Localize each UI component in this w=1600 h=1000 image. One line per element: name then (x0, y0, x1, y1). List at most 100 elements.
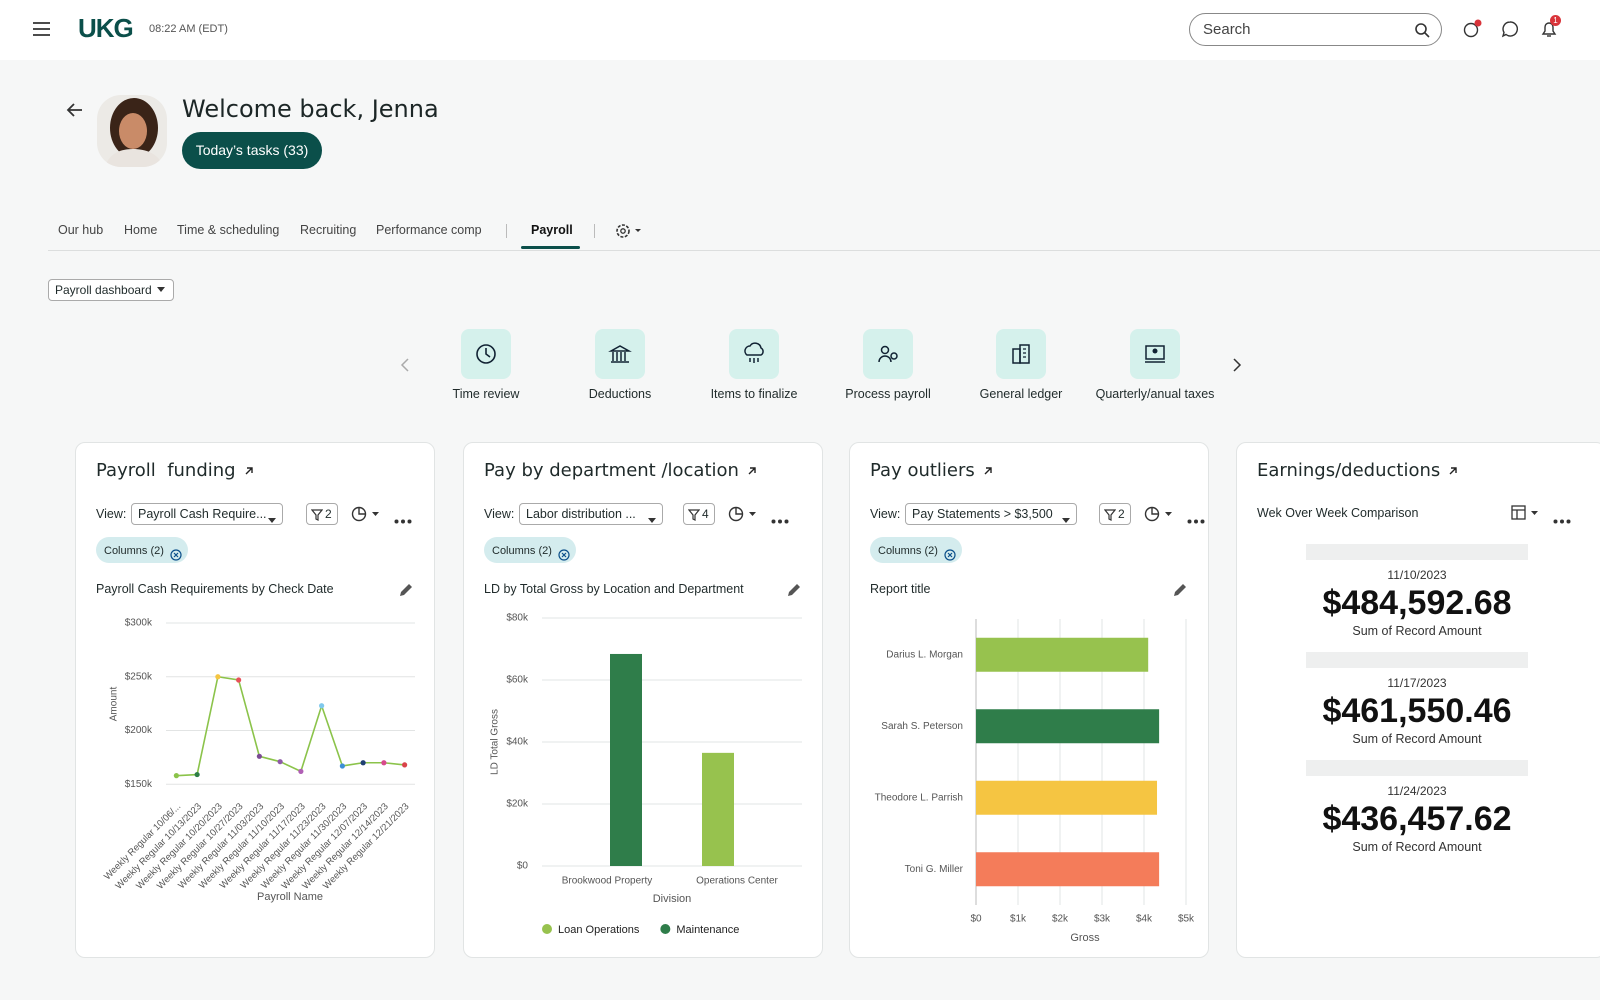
chip-remove-glyph (558, 549, 570, 561)
filter-button[interactable]: 4 (683, 503, 715, 525)
quick-action-icon[interactable] (595, 329, 645, 379)
view-select[interactable]: Labor distribution ... (519, 503, 663, 525)
table-icon[interactable] (1511, 505, 1541, 526)
help-icon[interactable] (1462, 18, 1484, 40)
card-header[interactable]: Earnings/deductions (1257, 460, 1458, 481)
nav-tab[interactable]: Recruiting (300, 223, 357, 237)
open-link-icon[interactable] (983, 466, 993, 476)
carousel-next[interactable] (1231, 358, 1243, 372)
entry-amount: $484,592.68 (1322, 584, 1512, 622)
quick-action-icon[interactable] (461, 329, 511, 379)
chip-remove[interactable] (558, 544, 570, 570)
chart-type-icon[interactable] (728, 506, 758, 527)
column-chip[interactable]: Columns (2) (96, 537, 188, 563)
more-icon[interactable] (1553, 511, 1571, 529)
caret (157, 287, 165, 292)
search-icon (1415, 23, 1430, 38)
entry-divider (1306, 760, 1528, 776)
line-point (339, 763, 345, 769)
chip-remove[interactable] (170, 544, 182, 570)
entry-date: 11/10/2023 (1387, 568, 1447, 582)
quick-action-icon[interactable] (729, 329, 779, 379)
legend-label: Loan Operations (558, 924, 640, 936)
search-box[interactable]: Search (1189, 13, 1442, 46)
chart: $0 $1k $2k $3k $4k $5k Darius L. Morgan Sarah S… (875, 619, 1195, 944)
entry-label: Sum of Record Amount (1352, 840, 1482, 854)
y-tick-label: $40k (506, 737, 529, 748)
edit-icon[interactable] (398, 582, 414, 603)
filter-button[interactable]: 2 (306, 503, 338, 525)
filter-count: 2 (325, 507, 332, 521)
more-icon[interactable] (1187, 511, 1205, 529)
quick-action-icon[interactable] (1130, 329, 1180, 379)
edit-icon[interactable] (1172, 582, 1188, 603)
nav-tab[interactable]: Home (124, 223, 158, 237)
edit-icon[interactable] (786, 582, 802, 603)
column-chip[interactable]: Columns (2) (484, 537, 576, 563)
card-title[interactable]: Pay outliers (870, 460, 975, 481)
quick-action-label[interactable]: Quarterly/anual taxes (1095, 387, 1215, 401)
open-link-icon[interactable] (1448, 466, 1458, 476)
open-link-icon[interactable] (244, 466, 254, 476)
chip-remove[interactable] (944, 544, 956, 570)
active-tab-indicator (521, 246, 580, 249)
chart-type-icon-glyph (728, 506, 756, 522)
quick-action-label[interactable]: Process payroll (845, 387, 931, 401)
filter-icon-glyph (310, 509, 324, 521)
card-header[interactable]: Pay by department /location (484, 460, 757, 481)
card-title[interactable]: Payroll funding (96, 460, 236, 481)
filter-button[interactable]: 2 (1099, 503, 1131, 525)
card-header[interactable]: Pay outliers (870, 460, 993, 481)
back-arrow[interactable] (66, 101, 84, 119)
chart-type-icon[interactable] (351, 506, 381, 527)
chart-title: Report title (870, 582, 931, 596)
y-tick-label: $80k (506, 613, 529, 624)
nav-tab[interactable]: Our hub (58, 223, 104, 237)
nav-tab[interactable]: Payroll (531, 223, 573, 237)
nav-tab[interactable]: Performance comp (376, 223, 482, 237)
quick-action-label[interactable]: Time review (452, 387, 520, 401)
y-axis-label: LD Total Gross (490, 709, 501, 775)
tasks-button[interactable]: Today’s tasks (33) (182, 132, 322, 169)
chat-icon[interactable] (1501, 20, 1521, 40)
chart-title: Payroll Cash Requirements by Check Date (96, 582, 334, 596)
y-tick-label: $20k (506, 799, 529, 810)
carousel-prev[interactable] (399, 358, 411, 372)
caret (268, 511, 276, 529)
notification-badge: 1 (1550, 15, 1561, 26)
legend-swatch (660, 924, 671, 934)
avatar[interactable] (97, 95, 167, 167)
dashboard-select[interactable]: Payroll dashboard (48, 279, 174, 301)
nav-tab[interactable]: Time & scheduling (177, 223, 280, 237)
line-point (215, 674, 221, 680)
quick-action-label[interactable]: Deductions (588, 387, 652, 401)
filter-count: 4 (702, 507, 709, 521)
logo[interactable]: UKG (78, 13, 134, 43)
quick-action-icon[interactable] (863, 329, 913, 379)
legend-label: Maintenance (676, 924, 739, 936)
settings-icon[interactable] (614, 222, 644, 240)
menu-icon[interactable] (32, 20, 52, 38)
more-icon[interactable] (771, 511, 789, 529)
quick-action-icon[interactable] (996, 329, 1046, 379)
card-header[interactable]: Payroll funding (96, 460, 254, 481)
chart-type-icon[interactable] (1144, 506, 1174, 527)
view-select[interactable]: Pay Statements > $3,500 (905, 503, 1077, 525)
quick-action-label[interactable]: General ledger (979, 387, 1063, 401)
view-select[interactable]: Payroll Cash Require... (131, 503, 283, 525)
action-glyph (878, 345, 898, 363)
action-glyph (744, 342, 764, 363)
card-title[interactable]: Earnings/deductions (1257, 460, 1441, 481)
y-tick-label: $60k (506, 675, 529, 686)
caret-glyph (648, 518, 656, 523)
quick-action-label[interactable]: Items to finalize (710, 387, 798, 401)
open-link-icon[interactable] (747, 466, 757, 476)
card-title[interactable]: Pay by department /location (484, 460, 739, 481)
bell-icon[interactable] (1540, 18, 1560, 40)
more-icon[interactable] (394, 511, 412, 529)
line-series (176, 675, 405, 777)
x-tick-label: Brookwood Property (562, 876, 653, 887)
column-chip[interactable]: Columns (2) (870, 537, 962, 563)
line-point (256, 753, 262, 759)
filter-icon (687, 508, 701, 526)
